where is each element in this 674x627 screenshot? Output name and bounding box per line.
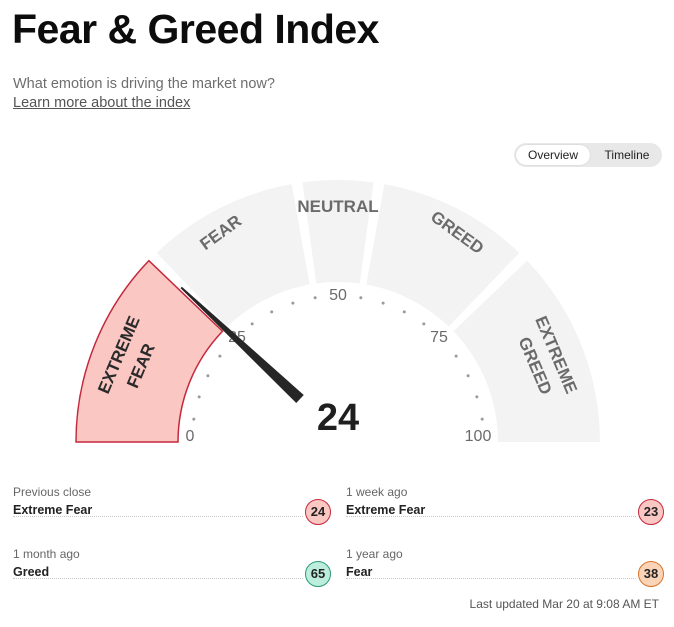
gauge-hub [286, 364, 390, 460]
divider [13, 516, 303, 517]
tick-label-0: 0 [186, 428, 195, 445]
gauge-value: 24 [317, 397, 359, 439]
tick-label-75: 75 [430, 329, 448, 346]
tick-dot [359, 296, 363, 300]
divider [346, 516, 636, 517]
view-toggle: Overview Timeline [514, 143, 662, 167]
page-subtitle: What emotion is driving the market now? [13, 76, 275, 92]
history-1-week-ago: 1 week ago Extreme Fear 23 [346, 485, 664, 535]
history-label: Previous close [13, 485, 92, 499]
history-label: 1 year ago [346, 547, 403, 561]
learn-more-link[interactable]: Learn more about the index [13, 95, 191, 111]
history-1-year-ago: 1 year ago Fear 38 [346, 547, 664, 597]
fear-greed-gauge: 0 25 50 75 100 EXTREME FEAR FEAR NEUTRAL… [75, 180, 600, 460]
score-badge: 65 [305, 561, 331, 587]
tick-dot [454, 354, 458, 358]
tick-dot [480, 417, 484, 421]
divider [13, 578, 303, 579]
timeline-tab[interactable]: Timeline [604, 148, 650, 162]
page-title: Fear & Greed Index [12, 6, 379, 52]
tick-dot [313, 296, 317, 300]
segment-greed [366, 184, 520, 327]
tick-dot [475, 395, 479, 399]
tick-dot [381, 301, 385, 305]
tick-dot [250, 322, 254, 326]
history-label: 1 month ago [13, 547, 80, 561]
history-value: Extreme Fear [13, 503, 93, 517]
tick-label-50: 50 [329, 287, 347, 304]
gauge-needle [180, 286, 304, 404]
history-previous-close: Previous close Extreme Fear 24 [13, 485, 331, 535]
tick-dot [197, 395, 201, 399]
score-badge: 23 [638, 499, 664, 525]
history-value: Fear [346, 565, 373, 579]
tick-dot [206, 374, 210, 378]
segment-label-neutral: NEUTRAL [297, 197, 378, 216]
divider [346, 578, 636, 579]
history-value: Greed [13, 565, 50, 579]
tick-dot [402, 310, 406, 314]
tick-dot [218, 354, 222, 358]
tick-dot [291, 301, 295, 305]
segment-extreme-greed [453, 260, 600, 442]
tick-dot [422, 322, 426, 326]
tick-label-100: 100 [465, 428, 492, 445]
segment-extreme-fear [75, 259, 224, 443]
segment-fear [156, 184, 310, 327]
history-label: 1 week ago [346, 485, 408, 499]
tick-dot [192, 417, 196, 421]
history-1-month-ago: 1 month ago Greed 65 [13, 547, 331, 597]
history-value: Extreme Fear [346, 503, 426, 517]
last-updated: Last updated Mar 20 at 9:08 AM ET [469, 597, 659, 611]
score-badge: 24 [305, 499, 331, 525]
score-badge: 38 [638, 561, 664, 587]
segment-neutral [302, 180, 374, 284]
overview-tab[interactable]: Overview [516, 145, 590, 165]
tick-dot [466, 374, 470, 378]
tick-dot [270, 310, 274, 314]
